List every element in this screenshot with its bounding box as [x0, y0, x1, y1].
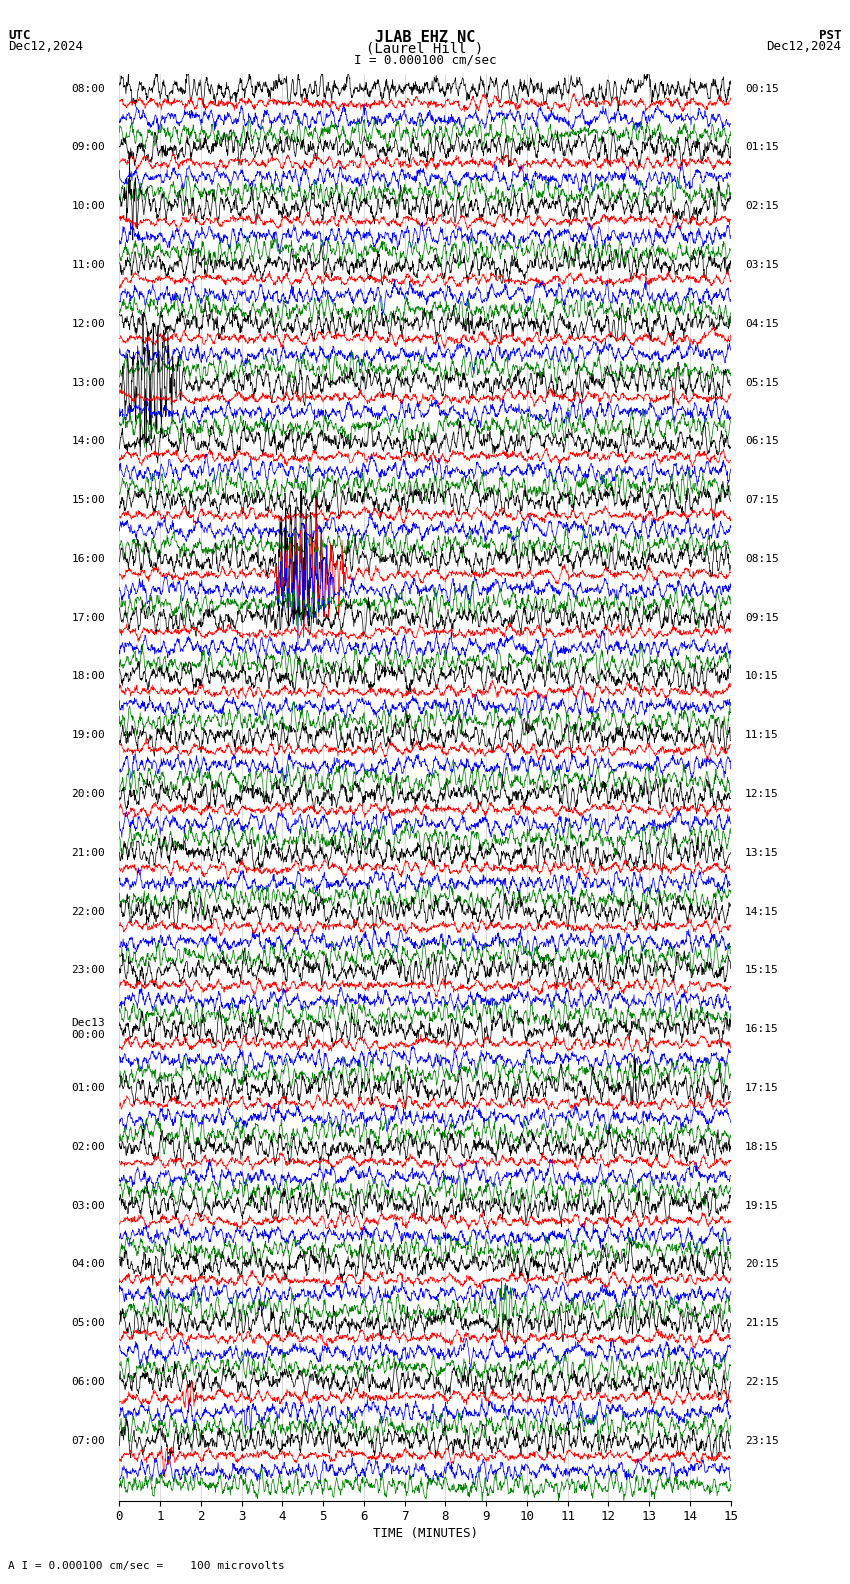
Text: Dec13
00:00: Dec13 00:00 [71, 1019, 105, 1041]
Text: 09:00: 09:00 [71, 143, 105, 152]
Text: 18:00: 18:00 [71, 672, 105, 681]
Text: Dec12,2024: Dec12,2024 [767, 40, 842, 52]
Text: 18:15: 18:15 [745, 1142, 779, 1152]
Text: 23:15: 23:15 [745, 1435, 779, 1446]
Text: 10:00: 10:00 [71, 201, 105, 211]
Text: 05:00: 05:00 [71, 1318, 105, 1327]
Text: 19:00: 19:00 [71, 730, 105, 740]
Text: 03:15: 03:15 [745, 260, 779, 269]
Text: 04:00: 04:00 [71, 1259, 105, 1269]
Text: 23:00: 23:00 [71, 965, 105, 976]
Text: 05:15: 05:15 [745, 377, 779, 388]
Text: 15:00: 15:00 [71, 496, 105, 505]
Text: JLAB EHZ NC: JLAB EHZ NC [375, 30, 475, 44]
Text: 07:00: 07:00 [71, 1435, 105, 1446]
Text: 19:15: 19:15 [745, 1201, 779, 1210]
Text: 11:00: 11:00 [71, 260, 105, 269]
Text: 15:15: 15:15 [745, 965, 779, 976]
Text: 01:00: 01:00 [71, 1083, 105, 1093]
Text: 21:15: 21:15 [745, 1318, 779, 1327]
Text: 14:00: 14:00 [71, 436, 105, 447]
Text: 11:15: 11:15 [745, 730, 779, 740]
Text: 12:15: 12:15 [745, 789, 779, 798]
Text: 13:15: 13:15 [745, 847, 779, 859]
Text: 08:00: 08:00 [71, 84, 105, 93]
Text: 17:00: 17:00 [71, 613, 105, 623]
Text: 01:15: 01:15 [745, 143, 779, 152]
Text: 20:15: 20:15 [745, 1259, 779, 1269]
Text: 22:15: 22:15 [745, 1376, 779, 1388]
Text: 02:15: 02:15 [745, 201, 779, 211]
Text: 13:00: 13:00 [71, 377, 105, 388]
Text: 16:15: 16:15 [745, 1025, 779, 1034]
Text: I = 0.000100 cm/sec: I = 0.000100 cm/sec [354, 54, 496, 67]
Text: 04:15: 04:15 [745, 318, 779, 329]
Text: Dec12,2024: Dec12,2024 [8, 40, 83, 52]
Text: 14:15: 14:15 [745, 906, 779, 917]
Text: 07:15: 07:15 [745, 496, 779, 505]
Text: UTC: UTC [8, 29, 31, 41]
Text: 06:00: 06:00 [71, 1376, 105, 1388]
Text: (Laurel Hill ): (Laurel Hill ) [366, 41, 484, 55]
Text: 17:15: 17:15 [745, 1083, 779, 1093]
Text: 22:00: 22:00 [71, 906, 105, 917]
Text: 10:15: 10:15 [745, 672, 779, 681]
Text: 08:15: 08:15 [745, 554, 779, 564]
Text: 20:00: 20:00 [71, 789, 105, 798]
Text: 09:15: 09:15 [745, 613, 779, 623]
X-axis label: TIME (MINUTES): TIME (MINUTES) [372, 1527, 478, 1541]
Text: 00:15: 00:15 [745, 84, 779, 93]
Text: A I = 0.000100 cm/sec =    100 microvolts: A I = 0.000100 cm/sec = 100 microvolts [8, 1562, 286, 1571]
Text: 02:00: 02:00 [71, 1142, 105, 1152]
Text: 06:15: 06:15 [745, 436, 779, 447]
Text: 12:00: 12:00 [71, 318, 105, 329]
Text: 21:00: 21:00 [71, 847, 105, 859]
Text: 03:00: 03:00 [71, 1201, 105, 1210]
Text: PST: PST [819, 29, 842, 41]
Text: 16:00: 16:00 [71, 554, 105, 564]
